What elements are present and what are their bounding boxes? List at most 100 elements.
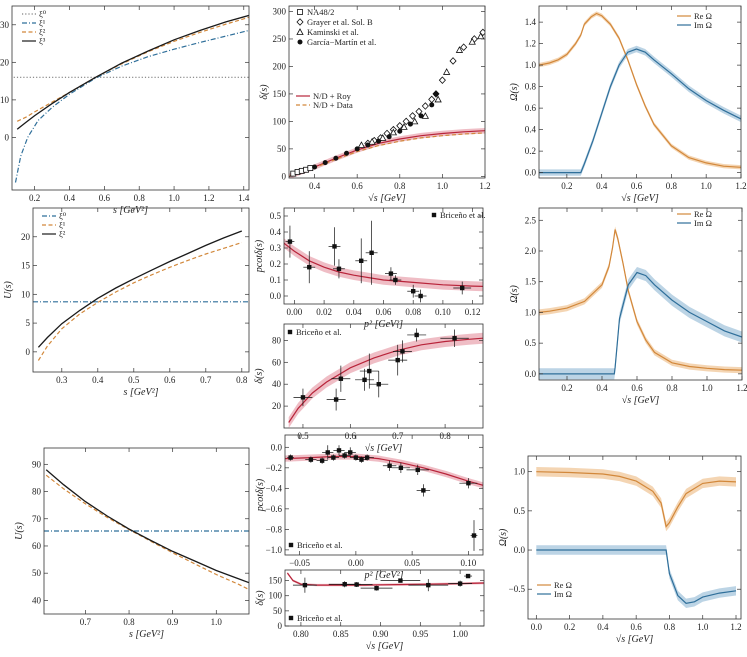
data-point	[375, 138, 381, 144]
y-tick-label: 1.0	[514, 467, 526, 477]
y-tick-label: 30	[0, 20, 10, 30]
error-band	[539, 11, 741, 170]
series-line	[45, 469, 249, 584]
x-axis-label: p² [GeV²]	[363, 570, 403, 581]
series-line	[539, 271, 742, 375]
y-tick-label: 40	[272, 379, 282, 389]
x-axis-label: p² [GeV²]	[363, 319, 403, 330]
x-tick-label: 0.4	[92, 375, 104, 385]
y-tick-label: 0.2	[525, 146, 536, 156]
data-point	[302, 582, 308, 588]
data-point	[428, 95, 436, 104]
x-axis-label: √s [GeV]	[621, 193, 659, 204]
x-tick-label: 0.5	[297, 431, 309, 441]
plot-frame	[283, 323, 484, 429]
error-band	[289, 128, 485, 178]
data-point	[342, 453, 347, 458]
x-tick-label: 0.6	[352, 181, 364, 191]
data-point	[460, 285, 465, 291]
series-line	[45, 474, 249, 591]
y-tick-label: 60	[272, 357, 282, 367]
chart-p21: 0.3 0.4 0.5 0.6 0.7 0.8 0 5 10 15 20 s [GeV²] U(s) ξ⁰…	[3, 207, 250, 398]
series-line	[16, 16, 249, 122]
x-tick-label: 0.9	[167, 617, 179, 627]
legend-label: Grayer et al. Sol. B	[307, 17, 373, 27]
data-point	[357, 141, 366, 148]
data-point	[431, 212, 437, 218]
x-tick-label: 1.2	[730, 622, 741, 632]
data-point	[288, 615, 294, 621]
y-tick-label: 1.2	[525, 39, 536, 49]
series-line	[37, 241, 242, 361]
series-line	[536, 471, 737, 528]
x-tick-label: 0.2	[564, 622, 575, 632]
data-point	[367, 368, 372, 374]
legend-label: Briceño et al.	[297, 540, 343, 550]
error-band	[536, 467, 736, 532]
data-point	[319, 458, 325, 463]
error-band	[539, 226, 742, 374]
data-point	[414, 332, 419, 338]
y-tick-label: 100	[273, 116, 287, 126]
data-point	[332, 244, 337, 249]
data-point	[348, 450, 353, 455]
legend-label: Im Ω	[554, 589, 572, 599]
legend-label: Re Ω	[694, 11, 712, 21]
x-axis-label: √s [GeV]	[366, 641, 404, 652]
y-axis-label: δ(s)	[259, 84, 270, 100]
y-tick-label: 1.0	[525, 60, 537, 70]
y-tick-label: 200	[273, 61, 287, 71]
data-point	[287, 239, 293, 244]
x-tick-label: 1.0	[701, 181, 713, 191]
chart-p12: 0.4 0.6 0.8 1.0 1.2 0 50 100 150 200 250 300 √s [GeV…	[259, 5, 491, 204]
y-tick-label: 0.0	[525, 369, 537, 379]
data-point	[418, 113, 424, 119]
data-point	[411, 289, 416, 294]
data-point	[395, 357, 400, 363]
y-tick-label: 0.4	[270, 227, 282, 237]
chart-p33: 0.0 0.2 0.4 0.6 0.8 1.0 1.2 1.0 0.5 0.0 −0.5 √s [Ge…	[498, 455, 742, 645]
y-tick-label: 10	[0, 95, 10, 105]
legend-label: ξ³	[39, 36, 46, 46]
y-tick-label: 1.0	[525, 307, 537, 317]
y-axis-label: pcotδ(s)	[255, 478, 266, 512]
x-axis-label: s [GeV²]	[124, 387, 159, 398]
chart-p31: 0.7 0.8 0.9 1.0 40 50 60 70 80 90 s [GeV²] U(s)	[14, 447, 250, 640]
data-point	[398, 578, 403, 583]
data-point	[300, 395, 306, 400]
plot-frame	[11, 5, 250, 191]
x-tick-label: 1.00	[452, 629, 468, 639]
data-point	[471, 533, 477, 538]
data-point	[297, 39, 303, 45]
x-tick-label: 0.4	[596, 181, 608, 191]
series-line	[288, 337, 483, 423]
y-axis-label: Ω(s)	[498, 528, 509, 546]
legend-label: ξ¹	[39, 18, 46, 28]
data-point	[442, 68, 451, 75]
data-point	[402, 117, 410, 126]
data-point	[336, 266, 342, 271]
y-tick-label: −0.8	[266, 524, 283, 534]
data-point	[466, 481, 471, 486]
plot-area	[536, 467, 737, 608]
x-tick-label: 0.8	[666, 383, 678, 393]
legend-label: Briceño et al.	[296, 327, 342, 337]
y-axis-label: δ(s)	[254, 368, 265, 384]
data-point	[388, 271, 394, 276]
x-tick-label: 1.4	[238, 193, 250, 203]
plot-frame	[288, 5, 486, 179]
plot-area	[286, 571, 484, 593]
x-axis-label: √s [GeV]	[616, 634, 654, 645]
x-tick-label: 0.10	[435, 307, 451, 317]
data-point	[374, 585, 379, 591]
data-point	[307, 265, 312, 270]
x-tick-label: 1.0	[701, 383, 713, 393]
data-point	[288, 455, 293, 460]
x-tick-label: 1.2	[735, 181, 746, 191]
x-tick-label: 0.05	[404, 558, 420, 568]
error-band	[285, 453, 483, 489]
x-tick-label: 0.2	[561, 181, 572, 191]
chart-p32b: 0.80 0.85 0.90 0.95 1.00 0 50 100 150 √s [GeV] δ(s…	[255, 569, 485, 652]
x-tick-label: 0.6	[631, 383, 643, 393]
